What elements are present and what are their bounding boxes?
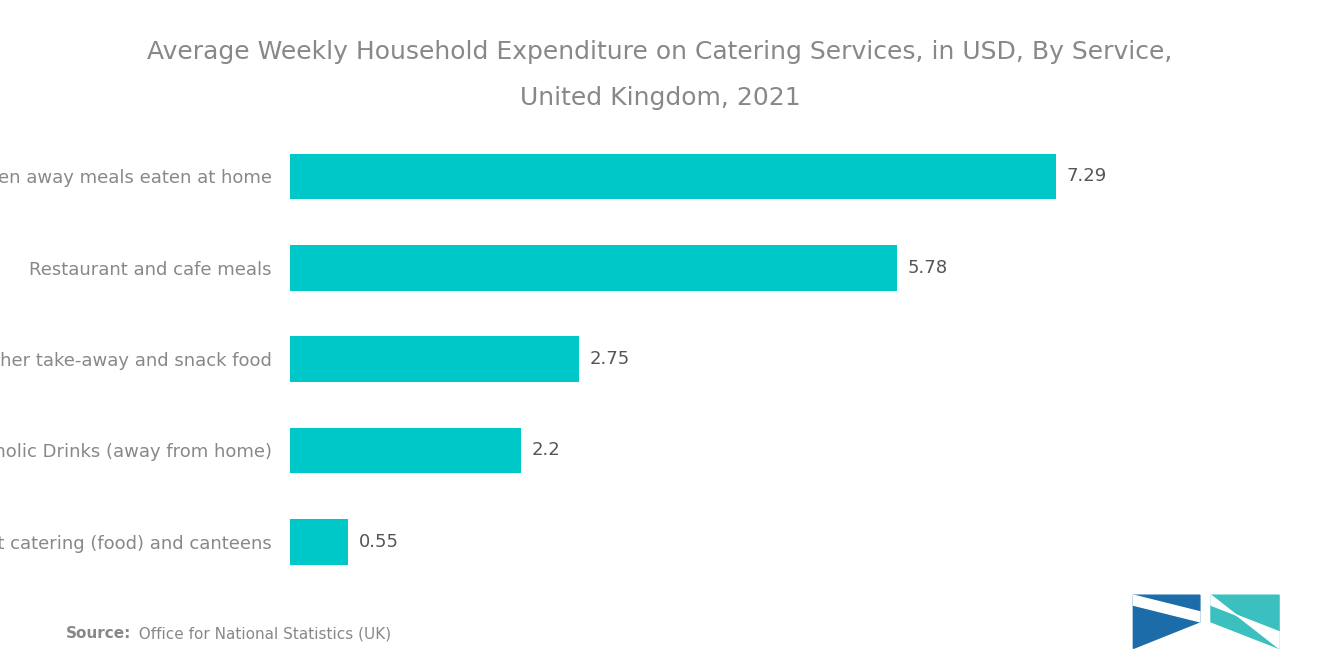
- Text: Average Weekly Household Expenditure on Catering Services, in USD, By Service,: Average Weekly Household Expenditure on …: [148, 40, 1172, 64]
- Text: Source:: Source:: [66, 626, 132, 642]
- Text: 0.55: 0.55: [359, 533, 399, 551]
- Text: Office for National Statistics (UK): Office for National Statistics (UK): [129, 626, 392, 642]
- Polygon shape: [1134, 595, 1200, 622]
- Text: 2.75: 2.75: [590, 350, 630, 368]
- Text: 2.2: 2.2: [532, 442, 561, 460]
- Bar: [290, 245, 898, 291]
- Bar: [290, 154, 1056, 200]
- Text: United Kingdom, 2021: United Kingdom, 2021: [520, 86, 800, 110]
- Bar: [290, 336, 579, 382]
- Polygon shape: [1210, 595, 1279, 648]
- Bar: [290, 519, 348, 565]
- Polygon shape: [1210, 595, 1279, 648]
- Polygon shape: [1134, 595, 1200, 648]
- Bar: [290, 428, 521, 473]
- Text: 5.78: 5.78: [908, 259, 948, 277]
- Text: 7.29: 7.29: [1067, 168, 1106, 186]
